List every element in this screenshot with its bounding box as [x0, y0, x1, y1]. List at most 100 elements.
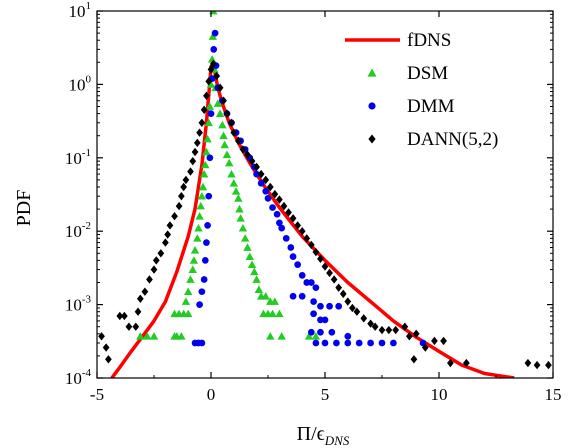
point-dann-5-2: [447, 358, 454, 368]
point-dann-5-2: [524, 358, 532, 368]
point-dann-5-2: [152, 256, 160, 265]
point-dsm: [188, 265, 197, 273]
point-dsm: [243, 243, 252, 251]
point-dmm: [344, 332, 352, 340]
point-dmm: [264, 195, 272, 202]
point-dann-5-2: [141, 287, 149, 296]
point-dann-5-2: [335, 283, 343, 292]
plot-area: [98, 11, 552, 378]
point-dann-5-2: [253, 162, 260, 172]
point-dmm: [335, 302, 343, 310]
point-dann-5-2: [280, 201, 288, 211]
point-dsm: [184, 287, 193, 296]
point-dsm: [252, 275, 261, 283]
point-dmm: [289, 292, 297, 300]
point-dsm: [213, 99, 223, 107]
point-dsm: [197, 191, 207, 200]
point-dann-5-2: [182, 175, 190, 185]
point-dann-5-2: [294, 221, 301, 230]
point-dmm: [207, 110, 215, 117]
point-dann-5-2: [116, 311, 124, 321]
point-dann-5-2: [171, 212, 178, 221]
point-dann-5-2: [121, 311, 128, 321]
point-dsm: [266, 332, 275, 340]
point-dmm: [278, 224, 286, 232]
point-dsm: [277, 332, 286, 340]
point-dann-5-2: [187, 167, 194, 176]
point-dsm: [220, 140, 229, 149]
point-dsm: [207, 55, 217, 63]
point-dsm: [208, 32, 218, 40]
point-dann-5-2: [220, 96, 227, 105]
point-dann-5-2: [196, 128, 203, 137]
y-tick-label: 10-2: [65, 220, 91, 241]
point-dann-5-2: [545, 360, 552, 370]
point-dsm: [215, 109, 225, 117]
point-dann-5-2: [189, 156, 197, 166]
point-dmm: [198, 339, 206, 347]
point-dsm: [235, 204, 244, 213]
x-tick-label: 0: [207, 385, 216, 404]
point-dsm: [270, 297, 280, 305]
x-tick-label: 10: [431, 385, 448, 404]
point-dann-5-2: [200, 105, 208, 115]
point-dsm: [304, 332, 314, 340]
point-dmm: [200, 276, 208, 283]
point-dann-5-2: [166, 221, 174, 230]
point-dmm: [253, 170, 260, 178]
point-dann-5-2: [162, 238, 169, 247]
x-tick-label: 5: [321, 385, 330, 404]
point-dann-5-2: [421, 343, 429, 352]
point-dmm: [201, 257, 209, 264]
legend-item-fdns: fDNS: [345, 30, 451, 51]
point-dann-5-2: [289, 214, 297, 223]
y-tick-label: 101: [69, 0, 92, 21]
point-dann-5-2: [463, 358, 470, 368]
point-dann-5-2: [198, 118, 206, 127]
y-tick-label: 100: [69, 73, 92, 94]
point-dmm: [344, 339, 352, 347]
legend-label: DANN(5,2): [407, 129, 498, 150]
point-dann-5-2: [150, 265, 158, 274]
point-dsm: [247, 260, 257, 269]
point-dmm: [196, 301, 203, 308]
point-dsm: [203, 134, 212, 143]
x-axis-label: Π/ϵDNS: [297, 423, 350, 448]
point-dann-5-2: [209, 59, 217, 69]
point-dmm: [203, 239, 210, 246]
point-dsm: [136, 332, 145, 340]
point-dmm: [355, 339, 363, 347]
point-dann-5-2: [228, 118, 235, 127]
point-dmm: [307, 328, 315, 336]
point-dmm: [205, 192, 213, 200]
point-dmm: [321, 339, 329, 347]
point-dmm: [276, 219, 283, 227]
legend-swatch: [368, 102, 376, 110]
point-dann-5-2: [235, 136, 242, 146]
y-tick-label: 10-4: [65, 367, 92, 388]
point-dmm: [269, 204, 276, 211]
y-tick-label: 10-1: [65, 147, 91, 168]
point-dsm: [205, 102, 215, 110]
point-dsm: [225, 158, 234, 167]
legend-item-dann-5-2: DANN(5,2): [368, 129, 498, 150]
point-dsm: [149, 332, 159, 340]
point-dmm: [312, 284, 320, 292]
point-dmm: [294, 261, 302, 269]
point-dann-5-2: [125, 322, 133, 331]
point-dsm: [206, 80, 216, 88]
point-dmm: [282, 234, 290, 242]
point-dmm: [289, 253, 297, 261]
point-dmm: [211, 29, 219, 37]
point-dsm: [201, 160, 210, 169]
point-dann-5-2: [344, 297, 352, 306]
point-dmm: [262, 187, 270, 195]
series-dmm: [191, 29, 427, 347]
point-dmm: [204, 222, 211, 229]
point-dsm: [275, 309, 284, 318]
point-dann-5-2: [216, 83, 224, 92]
legend-label: fDNS: [407, 30, 451, 51]
point-dann-5-2: [360, 314, 368, 323]
point-dann-5-2: [191, 147, 199, 157]
